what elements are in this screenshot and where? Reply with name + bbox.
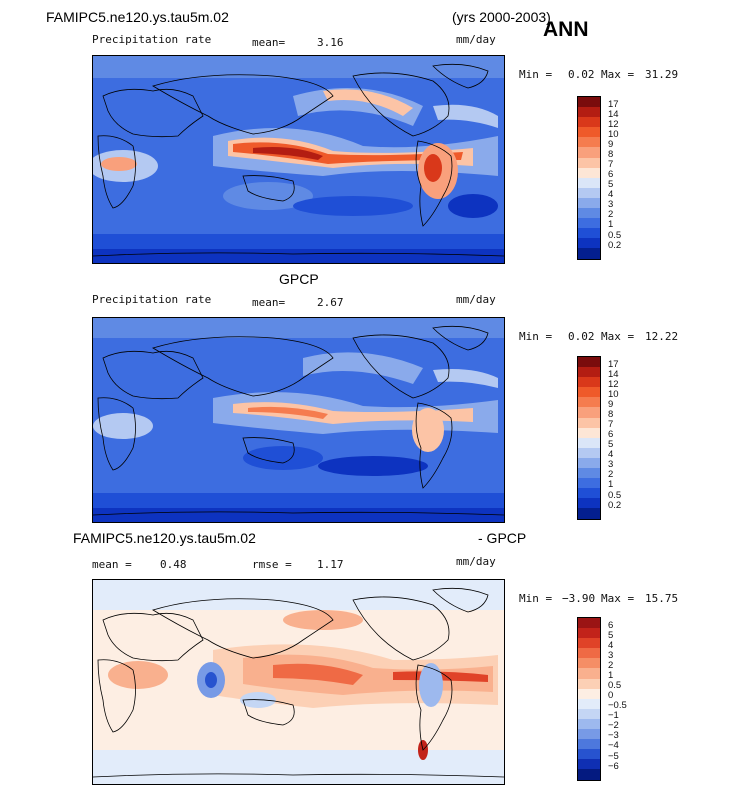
panel2-colorbar-label: 14 bbox=[608, 369, 619, 380]
panel1-colorbar-label: 0.2 bbox=[608, 240, 622, 251]
panel2-max-label: Max = bbox=[601, 330, 635, 343]
panel1-min-label: Min = bbox=[519, 68, 553, 81]
panel2-colorbar-label: 6 bbox=[608, 429, 614, 440]
panel3-colorbar-label: 6 bbox=[608, 620, 614, 631]
panel1-colorbar-label: 1 bbox=[608, 219, 614, 230]
panel1-max-value: 31.29 bbox=[645, 68, 679, 81]
years-range: (yrs 2000-2003) bbox=[452, 9, 551, 25]
season-label: ANN bbox=[543, 18, 589, 41]
panel2-colorbar-label: 9 bbox=[608, 399, 614, 410]
panel1-colorbar-label: 4 bbox=[608, 189, 614, 200]
panel3-difference-map bbox=[92, 579, 505, 785]
panel2-min-value: 0.02 bbox=[568, 330, 595, 343]
panel1-colorbar-label: 17 bbox=[608, 99, 619, 110]
panel3-min-value: −3.90 bbox=[562, 592, 596, 605]
panel2-precip-map bbox=[92, 317, 505, 523]
panel2-mean-label: mean= bbox=[252, 296, 286, 309]
panel2-colorbar-label: 7 bbox=[608, 419, 614, 430]
panel2-colorbar-label: 2 bbox=[608, 469, 614, 480]
panel1-colorbar-label: 6 bbox=[608, 169, 614, 180]
panel2-colorbar-label: 4 bbox=[608, 449, 614, 460]
panel3-colorbar-label: 0 bbox=[608, 690, 614, 701]
panel2-colorbar-label: 1 bbox=[608, 479, 614, 490]
panel1-colorbar-label: 9 bbox=[608, 139, 614, 150]
panel3-colorbar-label: −3 bbox=[608, 730, 619, 741]
panel2-colorbar-label: 0.5 bbox=[608, 490, 622, 501]
panel2-colorbar bbox=[577, 356, 601, 520]
panel2-colorbar-label: 10 bbox=[608, 389, 619, 400]
panel3-title-left: FAMIPC5.ne120.ys.tau5m.02 bbox=[73, 530, 256, 546]
panel3-colorbar-label: 4 bbox=[608, 640, 614, 651]
panel3-colorbar-label: −2 bbox=[608, 720, 619, 731]
panel1-colorbar bbox=[577, 96, 601, 260]
panel2-variable: Precipitation rate bbox=[92, 293, 212, 306]
panel2-title: GPCP bbox=[279, 271, 319, 287]
panel3-rmse-value: 1.17 bbox=[317, 558, 344, 571]
panel3-colorbar-label: 1 bbox=[608, 670, 614, 681]
panel2-colorbar-label: 0.2 bbox=[608, 500, 622, 511]
panel1-precip-map bbox=[92, 55, 505, 264]
panel3-colorbar-label: −1 bbox=[608, 710, 619, 721]
panel3-mean-label: mean = bbox=[92, 558, 132, 571]
panel1-colorbar-label: 8 bbox=[608, 149, 614, 160]
panel3-title-right: - GPCP bbox=[478, 530, 527, 546]
panel2-colorbar-label: 8 bbox=[608, 409, 614, 420]
panel1-variable: Precipitation rate bbox=[92, 33, 212, 46]
panel3-colorbar-label: −0.5 bbox=[608, 700, 627, 711]
case-title: FAMIPC5.ne120.ys.tau5m.02 bbox=[46, 9, 229, 25]
panel1-mean-label: mean= bbox=[252, 36, 286, 49]
panel3-min-label: Min = bbox=[519, 592, 553, 605]
panel2-colorbar-label: 3 bbox=[608, 459, 614, 470]
panel1-colorbar-label: 2 bbox=[608, 209, 614, 220]
panel1-colorbar-label: 5 bbox=[608, 179, 614, 190]
panel3-max-label: Max = bbox=[601, 592, 635, 605]
panel3-colorbar-label: 0.5 bbox=[608, 680, 622, 691]
panel2-min-label: Min = bbox=[519, 330, 553, 343]
panel2-colorbar-label: 17 bbox=[608, 359, 619, 370]
panel3-colorbar-label: −5 bbox=[608, 751, 619, 762]
panel3-colorbar-label: −6 bbox=[608, 761, 619, 772]
panel2-units: mm/day bbox=[456, 293, 496, 306]
panel1-colorbar-label: 3 bbox=[608, 199, 614, 210]
panel2-max-value: 12.22 bbox=[645, 330, 679, 343]
panel3-mean-value: 0.48 bbox=[160, 558, 187, 571]
panel3-rmse-label: rmse = bbox=[252, 558, 292, 571]
panel3-colorbar-label: 2 bbox=[608, 660, 614, 671]
panel2-colorbar-label: 5 bbox=[608, 439, 614, 450]
panel3-colorbar-label: 3 bbox=[608, 650, 614, 661]
panel3-units: mm/day bbox=[456, 555, 496, 568]
panel2-colorbar-label: 12 bbox=[608, 379, 619, 390]
panel3-max-value: 15.75 bbox=[645, 592, 679, 605]
panel1-colorbar-label: 14 bbox=[608, 109, 619, 120]
panel1-colorbar-label: 10 bbox=[608, 129, 619, 140]
panel1-colorbar-label: 7 bbox=[608, 159, 614, 170]
panel3-colorbar bbox=[577, 617, 601, 781]
panel1-mean-value: 3.16 bbox=[317, 36, 344, 49]
panel2-mean-value: 2.67 bbox=[317, 296, 344, 309]
panel1-min-value: 0.02 bbox=[568, 68, 595, 81]
panel1-colorbar-label: 0.5 bbox=[608, 230, 622, 241]
panel3-colorbar-label: −4 bbox=[608, 740, 619, 751]
panel3-colorbar-label: 5 bbox=[608, 630, 614, 641]
panel1-units: mm/day bbox=[456, 33, 496, 46]
panel1-max-label: Max = bbox=[601, 68, 635, 81]
panel1-colorbar-label: 12 bbox=[608, 119, 619, 130]
